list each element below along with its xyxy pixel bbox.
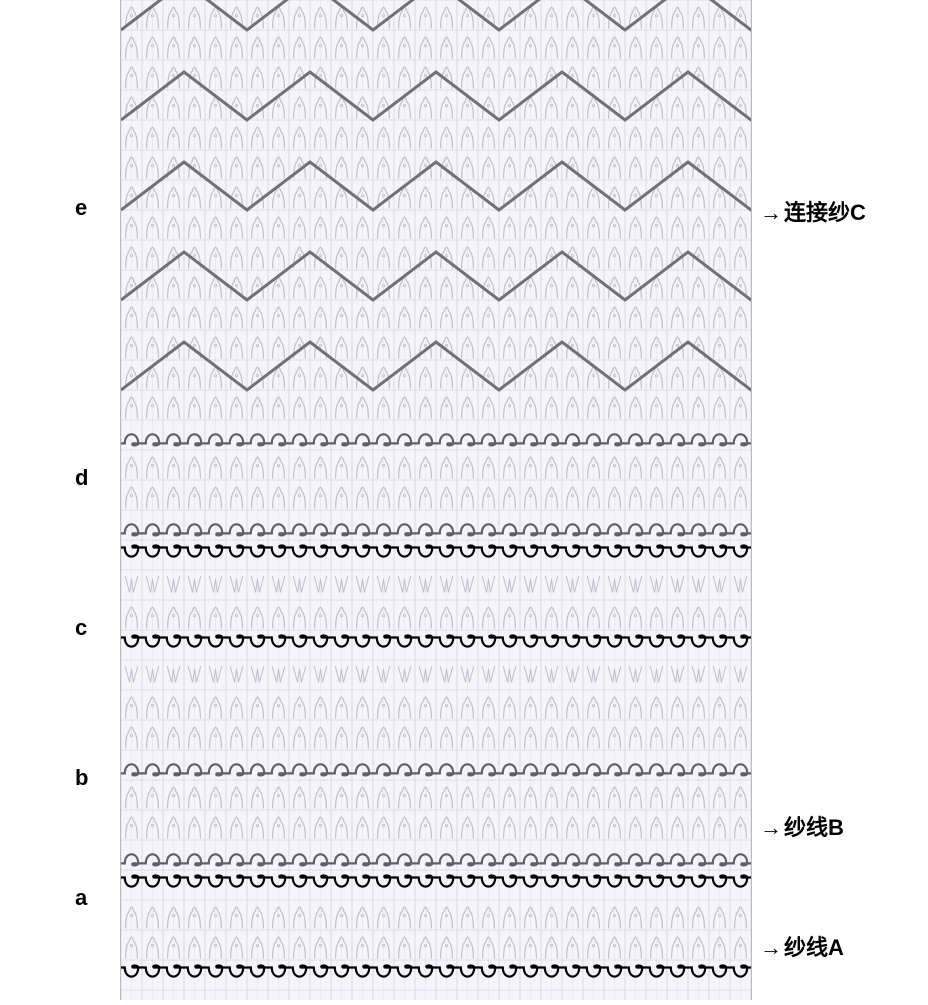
yarn-label-b: →纱线B	[760, 810, 844, 842]
diagram-container: e d c b a →连接纱C →纱线B →纱线A	[0, 0, 928, 1000]
section-label-b: b	[75, 765, 88, 791]
arrow-icon: →	[760, 935, 782, 960]
knitting-chart	[120, 0, 752, 1000]
arrow-icon: →	[760, 200, 782, 225]
yarn-c-text: 连接纱C	[784, 200, 866, 225]
yarn-label-c: →连接纱C	[760, 195, 866, 227]
chart-svg	[121, 0, 751, 1000]
arrow-icon: →	[760, 815, 782, 840]
section-label-c: c	[75, 615, 87, 641]
section-label-d: d	[75, 465, 88, 491]
section-label-a: a	[75, 885, 87, 911]
yarn-b-text: 纱线B	[784, 815, 844, 840]
yarn-a-text: 纱线A	[784, 935, 844, 960]
section-label-e: e	[75, 195, 87, 221]
yarn-label-a: →纱线A	[760, 930, 844, 962]
